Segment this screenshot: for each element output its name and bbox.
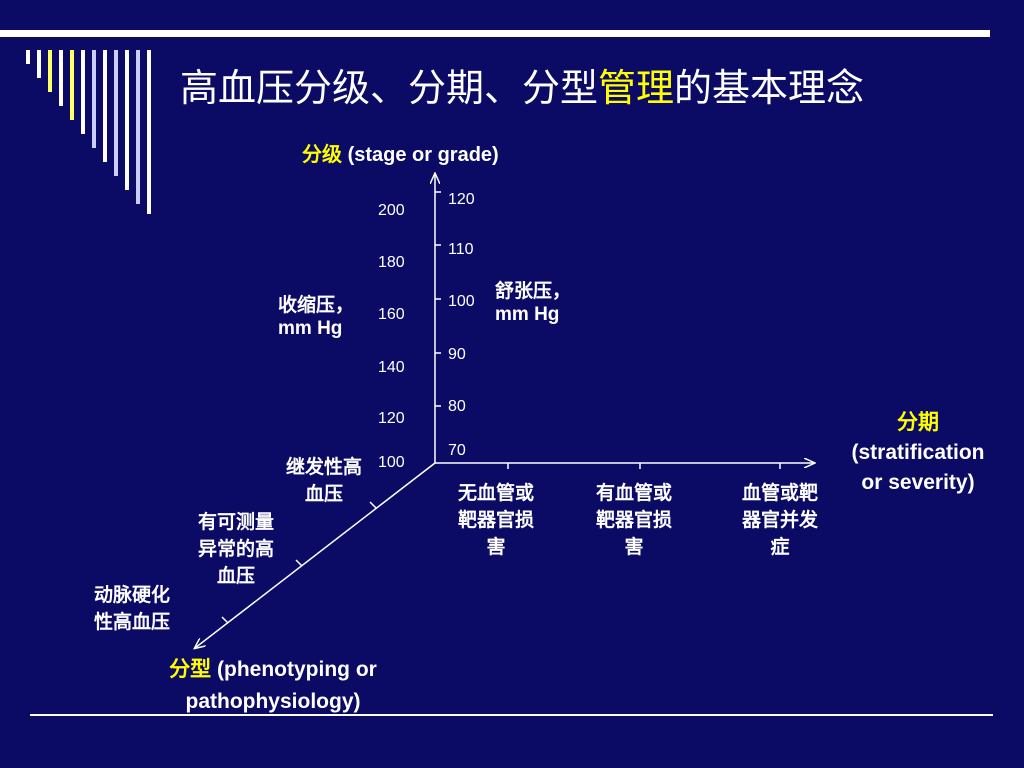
bottom-rule: [30, 714, 993, 716]
diastolic-tick: 80: [448, 398, 466, 415]
phenotype-axis-label: 分型 (phenotyping or pathophysiology): [169, 658, 377, 713]
systolic-tick: 160: [378, 306, 405, 323]
systolic-tick: 120: [378, 410, 405, 427]
phenotype-item-arteriosclerotic: 动脉硬化 性高血压: [93, 585, 170, 633]
systolic-label: 收缩压， mm Hg: [278, 295, 355, 339]
phenotype-axis-ticks: [221, 501, 377, 624]
stratification-item-complications: 血管或靶 器官并发症: [741, 483, 818, 558]
slide-title: 高血压分级、分期、分型管理的基本理念: [180, 66, 865, 110]
diastolic-tick: 110: [448, 241, 474, 258]
phenotype-axis-line: [195, 462, 436, 648]
stratification-axis-ticks: [507, 463, 781, 469]
stratification-item-no-damage: 无血管或 靶器官损害: [457, 483, 534, 558]
stratification-item-damage: 有血管或 靶器官损害: [595, 483, 672, 558]
diastolic-tick: 70: [448, 442, 466, 459]
top-rule: [0, 30, 990, 37]
diastolic-tick: 100: [448, 293, 475, 310]
systolic-tick: 100: [378, 454, 405, 471]
stage-axis-ticks: [435, 191, 441, 407]
systolic-tick: 180: [378, 254, 405, 271]
phenotype-item-secondary: 继发性高 血压: [285, 457, 362, 505]
phenotype-item-measurable: 有可测量 异常的高 血压: [197, 512, 274, 587]
stage-axis-label: 分级 (stage or grade): [302, 144, 499, 166]
diastolic-tick: 120: [448, 191, 475, 208]
systolic-tick: 200: [378, 202, 405, 219]
systolic-tick: 140: [378, 359, 405, 376]
diastolic-label: 舒张压， mm Hg: [495, 281, 572, 325]
stratification-axis-label: 分期 (stratification or severity): [851, 411, 985, 494]
diastolic-tick: 90: [448, 346, 466, 363]
